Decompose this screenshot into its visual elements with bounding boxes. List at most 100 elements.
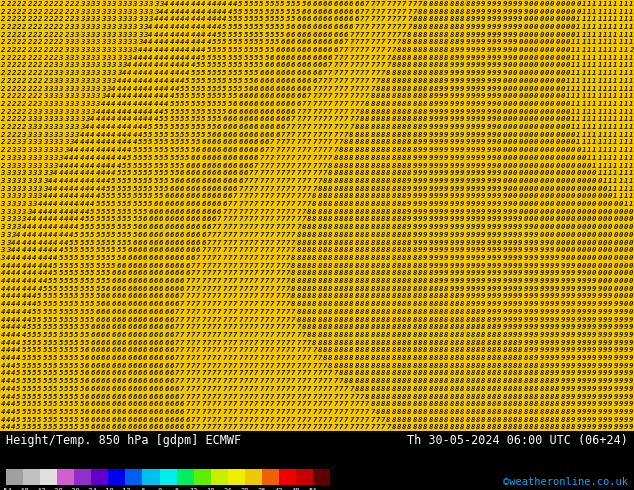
Text: 2: 2 [42, 47, 47, 53]
Text: 4: 4 [153, 116, 158, 122]
Text: 4: 4 [6, 278, 10, 284]
Text: 7: 7 [249, 424, 253, 430]
Text: 9: 9 [513, 240, 517, 245]
Text: 8: 8 [354, 317, 359, 322]
Text: 8: 8 [534, 416, 538, 423]
Text: 9: 9 [545, 301, 549, 307]
Text: -6: -6 [138, 488, 146, 490]
Text: 2: 2 [6, 86, 10, 92]
Text: 7: 7 [249, 186, 253, 192]
Text: 8: 8 [418, 62, 422, 69]
Text: 6: 6 [101, 386, 105, 392]
Text: 7: 7 [196, 416, 200, 423]
Text: 7: 7 [312, 147, 316, 153]
Text: 7: 7 [191, 309, 195, 315]
Text: 3: 3 [69, 132, 74, 138]
Text: 2: 2 [6, 1, 10, 7]
Text: 8: 8 [423, 386, 427, 392]
Text: 9: 9 [434, 155, 438, 161]
Text: 7: 7 [354, 70, 359, 76]
Text: 8: 8 [429, 39, 433, 46]
Text: 8: 8 [524, 424, 528, 430]
Text: 8: 8 [328, 263, 332, 269]
Text: 9: 9 [481, 209, 486, 215]
Text: 3: 3 [133, 8, 137, 15]
Text: 0: 0 [576, 201, 581, 207]
Text: 9: 9 [613, 363, 618, 369]
Text: 6: 6 [101, 355, 105, 361]
Text: 6: 6 [238, 101, 243, 107]
Text: 0: 0 [571, 140, 576, 146]
Text: 8: 8 [434, 309, 438, 315]
Text: 4: 4 [169, 39, 174, 46]
Text: 6: 6 [191, 194, 195, 199]
Text: 8: 8 [429, 86, 433, 92]
Text: 2: 2 [32, 32, 37, 38]
Text: 5: 5 [90, 232, 94, 238]
Text: 8: 8 [391, 109, 396, 115]
Text: 9: 9 [439, 201, 443, 207]
Text: 7: 7 [223, 255, 227, 261]
Text: 8: 8 [354, 132, 359, 138]
Text: 6: 6 [185, 224, 190, 230]
Text: 8: 8 [391, 355, 396, 361]
Text: 7: 7 [339, 140, 343, 146]
Text: 7: 7 [201, 309, 205, 315]
Text: 9: 9 [492, 263, 496, 269]
Text: 1: 1 [566, 93, 570, 99]
Text: 6: 6 [112, 409, 116, 415]
Text: 7: 7 [196, 370, 200, 376]
Text: 8: 8 [344, 232, 348, 238]
Text: 4: 4 [90, 163, 94, 169]
Text: 9: 9 [418, 224, 422, 230]
Text: 5: 5 [74, 301, 79, 307]
Text: 4: 4 [117, 163, 121, 169]
Text: 8: 8 [359, 170, 364, 176]
Text: 9: 9 [581, 378, 586, 384]
Text: 1: 1 [608, 70, 612, 76]
Text: 6: 6 [164, 317, 169, 322]
Text: 3: 3 [32, 124, 37, 130]
Text: 6: 6 [185, 416, 190, 423]
Text: 7: 7 [275, 409, 280, 415]
Text: 2: 2 [69, 8, 74, 15]
Text: 9: 9 [460, 39, 465, 46]
Text: 0: 0 [555, 70, 560, 76]
Text: 8: 8 [381, 317, 385, 322]
Text: 0: 0 [613, 209, 618, 215]
Text: 0: 0 [518, 178, 522, 184]
Text: 6: 6 [275, 86, 280, 92]
Text: 9: 9 [434, 109, 438, 115]
Text: 0: 0 [560, 8, 565, 15]
Text: 4: 4 [138, 124, 142, 130]
Text: 5: 5 [58, 278, 63, 284]
Text: 8: 8 [524, 378, 528, 384]
Text: 6: 6 [296, 93, 301, 99]
Text: 8: 8 [540, 370, 544, 376]
Text: 2: 2 [53, 8, 58, 15]
Text: 9: 9 [592, 401, 597, 407]
Text: 6: 6 [169, 278, 174, 284]
Text: 5: 5 [238, 55, 243, 61]
Text: 0: 0 [619, 232, 623, 238]
Text: 6: 6 [153, 340, 158, 345]
Text: 8: 8 [481, 355, 486, 361]
Text: 8: 8 [359, 270, 364, 276]
Text: 0: 0 [555, 224, 560, 230]
Text: 6: 6 [159, 386, 164, 392]
Text: 7: 7 [365, 93, 370, 99]
Text: 9: 9 [476, 263, 481, 269]
Text: 7: 7 [307, 201, 311, 207]
Text: 6: 6 [164, 340, 169, 345]
Text: 8: 8 [465, 332, 470, 338]
Text: 9: 9 [481, 93, 486, 99]
Text: 4: 4 [191, 55, 195, 61]
Text: 0: 0 [555, 170, 560, 176]
Text: 8: 8 [470, 409, 475, 415]
Text: 5: 5 [159, 170, 164, 176]
Text: 8: 8 [407, 170, 411, 176]
Text: 6: 6 [169, 186, 174, 192]
Text: 7: 7 [280, 240, 285, 245]
Text: 8: 8 [413, 301, 417, 307]
Text: 5: 5 [74, 370, 79, 376]
